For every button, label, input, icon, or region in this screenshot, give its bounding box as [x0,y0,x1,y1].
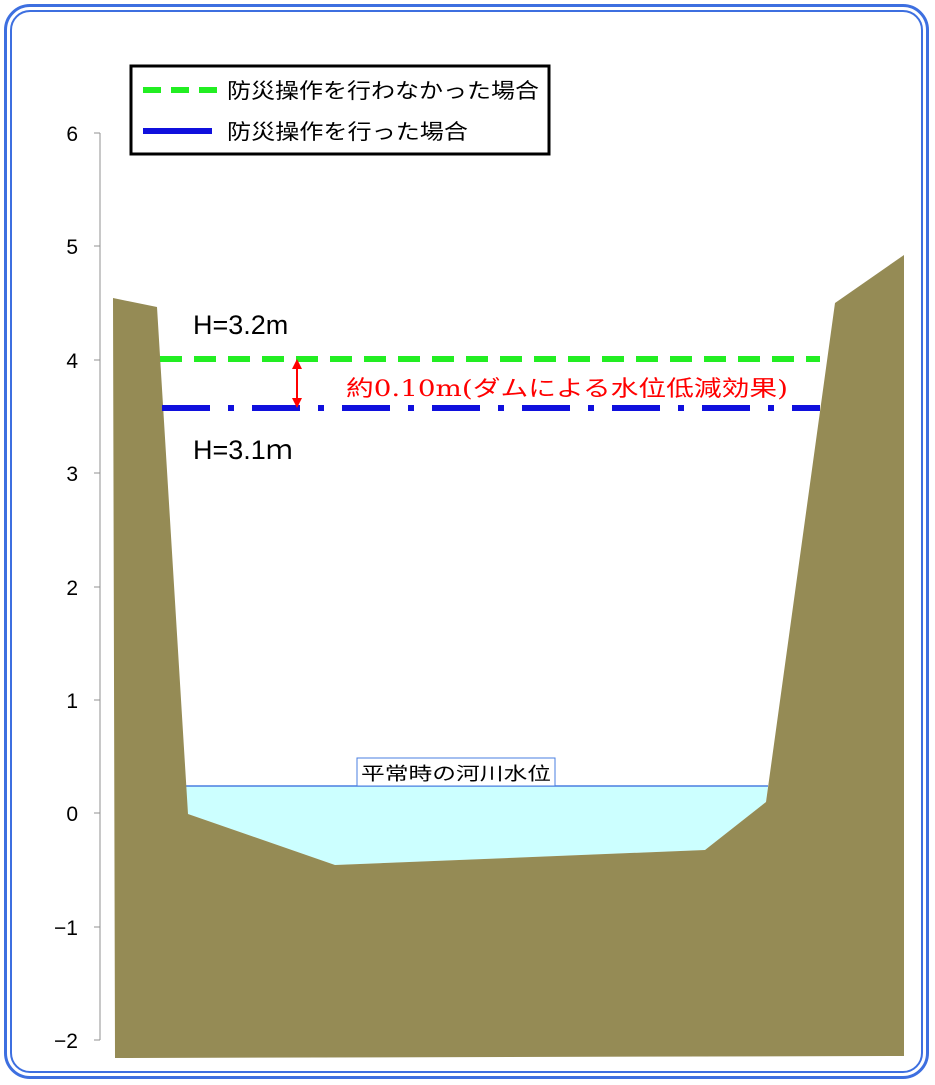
tick-label: 5 [66,236,78,259]
normal-water-label: 平常時の河川水位 [361,764,551,785]
with-operation-level-label: H=3.1ｍ [193,435,293,465]
outer-frame [4,4,929,1079]
reduction-label: 約0.10m(ダムによる水位低減効果) [346,377,788,402]
tick-label: 6 [66,123,78,146]
tick-label: −2 [54,1030,78,1053]
legend-box [129,64,551,156]
legend-with-operation-label: 防災操作を行った場合 [227,120,468,144]
y-axis-tick-labels: 6 5 4 3 2 1 0 −1 −2 [54,123,78,1053]
tick-label: 1 [66,690,78,713]
tick-label: 4 [66,350,78,373]
inner-frame [10,10,923,1073]
no-operation-level-label: H=3.2m [193,310,288,340]
legend: 防災操作を行わなかった場合 防災操作を行った場合 [129,64,551,156]
tick-label: −1 [54,917,78,940]
tick-label: 0 [66,803,78,826]
tick-label: 2 [66,577,78,600]
riverbank-ground [113,255,904,1058]
tick-label: 3 [66,463,78,486]
normal-water-label-box [356,757,556,787]
y-axis-ticks [94,132,100,1041]
normal-water-area [185,786,768,865]
legend-no-operation-label: 防災操作を行わなかった場合 [227,79,539,103]
